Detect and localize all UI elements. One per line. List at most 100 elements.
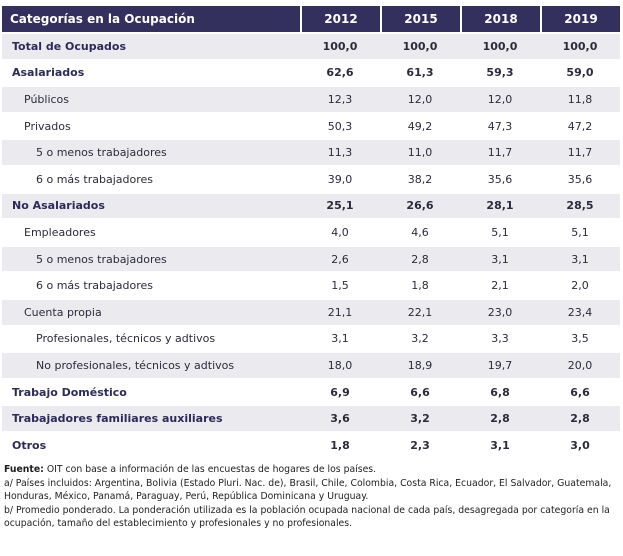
- table-row: 6 o más trabajadores 39,0 38,2 35,6 35,6: [2, 166, 620, 192]
- row-value-2019: 100,0: [540, 34, 620, 59]
- row-value-2012: 21,1: [300, 299, 380, 325]
- row-value-2015: 61,3: [380, 60, 460, 86]
- row-value-2012: 39,0: [300, 166, 380, 192]
- row-value-2015: 12,0: [380, 87, 460, 112]
- row-value-2015: 3,2: [380, 406, 460, 431]
- row-value-2015: 6,6: [380, 379, 460, 405]
- source-note: Fuente: OIT con base a información de la…: [4, 463, 619, 477]
- row-value-2015: 49,2: [380, 113, 460, 139]
- table-row: Empleadores 4,0 4,6 5,1 5,1: [2, 220, 620, 245]
- row-value-2018: 47,3: [460, 113, 540, 139]
- row-value-2019: 35,6: [540, 166, 620, 192]
- occupation-categories-table: Categorías en la Ocupación 2012 2015 201…: [2, 4, 620, 460]
- source-text: OIT con base a información de las encues…: [43, 464, 377, 475]
- row-value-2018: 59,3: [460, 60, 540, 86]
- row-value-2012: 100,0: [300, 34, 380, 59]
- row-value-2018: 5,1: [460, 220, 540, 245]
- row-value-2012: 12,3: [300, 87, 380, 112]
- row-value-2018: 11,7: [460, 140, 540, 165]
- table-row: No profesionales, técnicos y adtivos 18,0…: [2, 353, 620, 378]
- table-row: Trabajadores familiares auxiliares 3,6 3,2…: [2, 406, 620, 431]
- row-value-2019: 3,5: [540, 326, 620, 352]
- row-label: Profesionales, técnicos y adtivos: [2, 326, 300, 352]
- row-value-2015: 3,2: [380, 326, 460, 352]
- row-value-2018: 23,0: [460, 299, 540, 325]
- header-year-2019: 2019: [540, 6, 620, 32]
- row-label: Asalariados: [2, 60, 300, 86]
- row-label: Total de Ocupados: [2, 34, 300, 59]
- row-value-2018: 35,6: [460, 166, 540, 192]
- row-value-2012: 1,5: [300, 273, 380, 298]
- row-value-2019: 3,1: [540, 246, 620, 272]
- row-value-2019: 3,0: [540, 432, 620, 458]
- row-label: 5 o menos trabajadores: [2, 140, 300, 165]
- row-label: Trabajo Doméstico: [2, 379, 300, 405]
- row-value-2018: 3,1: [460, 246, 540, 272]
- row-value-2019: 11,7: [540, 140, 620, 165]
- row-value-2015: 22,1: [380, 299, 460, 325]
- row-value-2012: 3,1: [300, 326, 380, 352]
- table-row: Públicos 12,3 12,0 12,0 11,8: [2, 87, 620, 112]
- table-row: No Asalariados 25,1 26,6 28,1 28,5: [2, 193, 620, 219]
- row-value-2012: 4,0: [300, 220, 380, 245]
- table-row: 5 o menos trabajadores 11,3 11,0 11,7 11,7: [2, 140, 620, 165]
- row-value-2012: 2,6: [300, 246, 380, 272]
- row-value-2018: 100,0: [460, 34, 540, 59]
- row-value-2019: 20,0: [540, 353, 620, 378]
- row-label: Otros: [2, 432, 300, 458]
- row-value-2019: 2,8: [540, 406, 620, 431]
- row-value-2015: 18,9: [380, 353, 460, 378]
- row-value-2018: 2,1: [460, 273, 540, 298]
- row-value-2019: 5,1: [540, 220, 620, 245]
- row-value-2015: 11,0: [380, 140, 460, 165]
- table-row: 6 o más trabajadores 1,5 1,8 2,1 2,0: [2, 273, 620, 298]
- row-label: 6 o más trabajadores: [2, 273, 300, 298]
- row-value-2019: 47,2: [540, 113, 620, 139]
- row-value-2012: 6,9: [300, 379, 380, 405]
- header-year-2012: 2012: [300, 6, 380, 32]
- row-value-2019: 28,5: [540, 193, 620, 219]
- row-label: 5 o menos trabajadores: [2, 246, 300, 272]
- row-label: Privados: [2, 113, 300, 139]
- row-value-2018: 19,7: [460, 353, 540, 378]
- table-header-row: Categorías en la Ocupación 2012 2015 201…: [2, 6, 620, 32]
- occupation-table-container: Categorías en la Ocupación 2012 2015 201…: [2, 4, 620, 460]
- table-row: Trabajo Doméstico 6,9 6,6 6,8 6,6: [2, 379, 620, 405]
- header-category: Categorías en la Ocupación: [2, 6, 300, 32]
- row-value-2012: 3,6: [300, 406, 380, 431]
- header-year-2015: 2015: [380, 6, 460, 32]
- row-label: Cuenta propia: [2, 299, 300, 325]
- table-row: Total de Ocupados 100,0 100,0 100,0 100,0: [2, 34, 620, 59]
- table-row: Otros 1,8 2,3 3,1 3,0: [2, 432, 620, 458]
- row-value-2012: 18,0: [300, 353, 380, 378]
- row-value-2015: 4,6: [380, 220, 460, 245]
- row-value-2018: 3,1: [460, 432, 540, 458]
- row-label: Empleadores: [2, 220, 300, 245]
- note-a: a/ Países incluidos: Argentina, Bolivia …: [4, 477, 612, 503]
- row-value-2015: 1,8: [380, 273, 460, 298]
- row-label: Públicos: [2, 87, 300, 112]
- row-value-2015: 100,0: [380, 34, 460, 59]
- row-value-2018: 2,8: [460, 406, 540, 431]
- table-row: Asalariados 62,6 61,3 59,3 59,0: [2, 60, 620, 86]
- row-value-2015: 2,3: [380, 432, 460, 458]
- row-value-2012: 11,3: [300, 140, 380, 165]
- row-value-2015: 38,2: [380, 166, 460, 192]
- row-value-2012: 50,3: [300, 113, 380, 139]
- row-value-2018: 6,8: [460, 379, 540, 405]
- table-body: Total de Ocupados 100,0 100,0 100,0 100,0 Asa…: [2, 34, 620, 458]
- row-value-2015: 26,6: [380, 193, 460, 219]
- source-label: Fuente:: [4, 464, 44, 475]
- header-year-2018: 2018: [460, 6, 540, 32]
- table-row: Privados 50,3 49,2 47,3 47,2: [2, 113, 620, 139]
- table-row: Cuenta propia 21,1 22,1 23,0 23,4: [2, 299, 620, 325]
- row-value-2019: 2,0: [540, 273, 620, 298]
- row-label: No Asalariados: [2, 193, 300, 219]
- row-value-2019: 6,6: [540, 379, 620, 405]
- table-notes: Fuente: OIT con base a información de la…: [4, 463, 619, 531]
- row-value-2015: 2,8: [380, 246, 460, 272]
- row-value-2012: 62,6: [300, 60, 380, 86]
- row-label: No profesionales, técnicos y adtivos: [2, 353, 300, 378]
- row-value-2018: 12,0: [460, 87, 540, 112]
- table-row: Profesionales, técnicos y adtivos 3,1 3,2 3…: [2, 326, 620, 352]
